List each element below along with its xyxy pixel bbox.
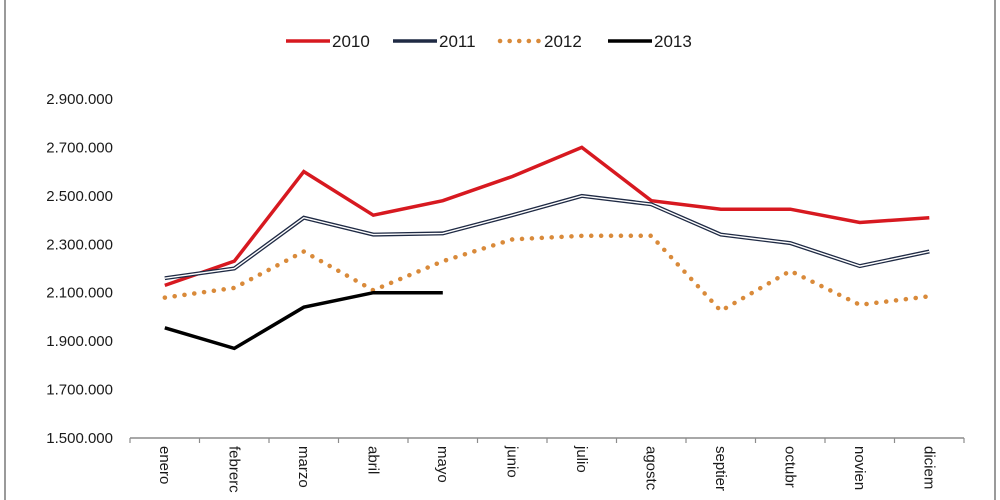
data-point-2011 xyxy=(788,241,792,245)
data-point-2010 xyxy=(510,174,514,178)
data-point-2012 xyxy=(649,234,653,238)
y-tick-label: 2.100.000 xyxy=(46,285,113,302)
x-category-label: octubr xyxy=(781,446,798,488)
data-point-2010 xyxy=(580,145,584,149)
data-point-2010 xyxy=(788,207,792,211)
data-point-2011 xyxy=(441,231,445,235)
series-line-2013 xyxy=(164,290,443,351)
data-point-2010 xyxy=(232,259,236,263)
data-point-2012 xyxy=(302,250,306,254)
data-point-2012 xyxy=(441,259,445,263)
frame-right-border xyxy=(994,0,996,500)
data-point-2013 xyxy=(163,326,167,330)
data-point-2012 xyxy=(163,296,167,300)
data-point-2013 xyxy=(441,291,445,295)
series-line-2012 xyxy=(162,233,932,314)
x-category-label: enero xyxy=(156,446,173,484)
legend-label: 2010 xyxy=(332,32,370,51)
x-category-label: septier xyxy=(712,446,729,491)
data-point-2012 xyxy=(927,294,931,298)
data-point-2012 xyxy=(719,309,723,313)
x-category-label: marzo xyxy=(295,446,312,488)
series-group xyxy=(162,145,932,351)
series-line-2010 xyxy=(164,145,930,288)
series-2012 xyxy=(162,233,932,314)
frame-left-border xyxy=(4,0,6,500)
data-point-2011 xyxy=(649,202,653,206)
data-point-2013 xyxy=(302,305,306,309)
series-line-2011-inner xyxy=(164,195,930,279)
y-tick-label: 2.900.000 xyxy=(46,91,113,108)
y-tick-label: 2.300.000 xyxy=(46,236,113,253)
data-point-2012 xyxy=(232,286,236,290)
data-point-2011 xyxy=(163,276,167,280)
data-point-2010 xyxy=(719,207,723,211)
series-2010 xyxy=(163,145,931,288)
data-point-2011 xyxy=(858,264,862,268)
y-axis: 1.500.000 1.700.000 1.900.000 2.100.000 2.30… xyxy=(46,91,113,447)
data-point-2012 xyxy=(788,269,792,273)
legend-label: 2012 xyxy=(544,32,582,51)
y-tick-label: 2.700.000 xyxy=(46,139,113,156)
legend-label: 2013 xyxy=(654,32,692,51)
x-axis: enero febrerc marzo abril mayo junio julio agos… xyxy=(129,437,965,493)
legend-item-2012: 2012 xyxy=(497,32,582,51)
x-category-label: novien xyxy=(851,446,868,490)
x-category-label: febrerc xyxy=(225,446,242,493)
data-point-2010 xyxy=(649,199,653,203)
data-point-2010 xyxy=(302,170,306,174)
data-point-2011 xyxy=(719,233,723,237)
data-point-2012 xyxy=(580,234,584,238)
y-tick-label: 2.500.000 xyxy=(46,188,113,205)
y-tick-label: 1.900.000 xyxy=(46,333,113,350)
data-point-2011 xyxy=(580,194,584,198)
y-tick-label: 1.700.000 xyxy=(46,382,113,399)
data-point-2011 xyxy=(371,233,375,237)
data-point-2011 xyxy=(232,267,236,271)
x-category-label: julio xyxy=(573,445,590,473)
data-point-2012 xyxy=(510,237,514,241)
series-2011 xyxy=(163,193,931,281)
data-point-2013 xyxy=(371,291,375,295)
x-category-label: abril xyxy=(364,446,381,474)
legend-item-2011: 2011 xyxy=(393,32,476,51)
legend-item-2010: 2010 xyxy=(286,32,370,51)
x-category-label: diciem xyxy=(920,446,937,489)
x-category-label: junio xyxy=(503,445,520,478)
x-category-label: mayo xyxy=(434,446,451,483)
data-point-2013 xyxy=(232,346,236,350)
data-point-2010 xyxy=(371,213,375,217)
x-category-label: agostc xyxy=(642,446,659,491)
data-point-2012 xyxy=(858,303,862,307)
legend-label: 2011 xyxy=(439,32,476,51)
series-2013 xyxy=(163,290,445,351)
data-point-2011 xyxy=(302,216,306,220)
legend-item-2013: 2013 xyxy=(608,32,692,51)
data-point-2010 xyxy=(441,199,445,203)
data-point-2011 xyxy=(510,213,514,217)
data-point-2011 xyxy=(927,250,931,254)
data-point-2010 xyxy=(927,216,931,220)
data-point-2010 xyxy=(163,283,167,287)
legend: 2010 2011 2012 2013 xyxy=(286,32,692,51)
y-tick-label: 1.500.000 xyxy=(46,430,113,447)
data-point-2010 xyxy=(858,220,862,224)
